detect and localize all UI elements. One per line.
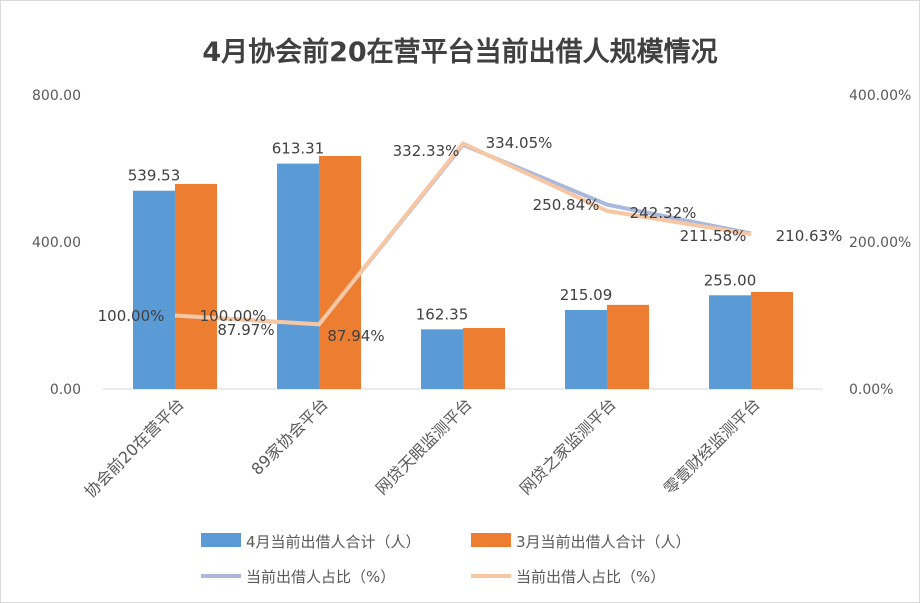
y-tick-label: 0.00	[50, 382, 81, 398]
x-tick-label: 网贷之家监测平台	[516, 394, 620, 498]
legend-label: 3月当前出借人合计（人）	[516, 533, 691, 551]
x-tick-label: 89家协会平台	[247, 394, 331, 478]
y2-tick-label: 0.00%	[849, 382, 893, 398]
bar-april	[133, 190, 175, 389]
x-tick-label: 协会前20在营平台	[81, 394, 188, 501]
line-data-label: 100.00%	[200, 307, 267, 325]
y-tick-label: 400.00	[32, 235, 81, 251]
legend-swatch	[471, 533, 511, 547]
line-data-label: 87.97%	[217, 321, 274, 339]
legend-swatch	[201, 533, 241, 547]
chart-title: 4月协会前20在营平台当前出借人规模情况	[202, 36, 717, 68]
ratio-line	[174, 142, 752, 327]
legend-label: 当前出借人占比（%）	[516, 568, 665, 586]
line-data-label: 210.63%	[776, 227, 843, 245]
bar-april	[421, 329, 463, 389]
legend-label: 当前出借人占比（%）	[246, 568, 395, 586]
bar-data-label: 539.53	[128, 167, 181, 185]
bar-april	[277, 163, 319, 389]
x-tick-label: 网贷天眼监测平台	[372, 394, 476, 498]
bar-march	[319, 156, 361, 389]
line-data-label: 87.94%	[327, 327, 384, 345]
line-data-label: 332.33%	[393, 142, 460, 160]
bar-march	[175, 183, 217, 389]
bar-data-label: 255.00	[704, 271, 757, 289]
y-tick-label: 800.00	[32, 88, 81, 104]
bar-data-label: 215.09	[560, 286, 613, 304]
bar-march	[751, 291, 793, 389]
y2-tick-label: 200.00%	[849, 235, 911, 251]
line-data-label: 242.32%	[630, 204, 697, 222]
legend-label: 4月当前出借人合计（人）	[246, 533, 421, 551]
bar-data-label: 613.31	[272, 140, 325, 158]
x-tick-label: 零壹财经监测平台	[660, 394, 764, 498]
line-data-label: 100.00%	[98, 307, 165, 325]
bar-march	[607, 304, 649, 389]
line-data-label: 211.58%	[680, 227, 747, 245]
bar-april	[709, 295, 751, 389]
bar-april	[565, 309, 607, 389]
line-data-label: 334.05%	[486, 134, 553, 152]
bar-data-label: 162.35	[416, 305, 469, 323]
line-data-label: 250.84%	[533, 196, 600, 214]
bar-march	[463, 327, 505, 389]
y2-tick-label: 400.00%	[849, 88, 911, 104]
ratio-line	[174, 140, 752, 327]
